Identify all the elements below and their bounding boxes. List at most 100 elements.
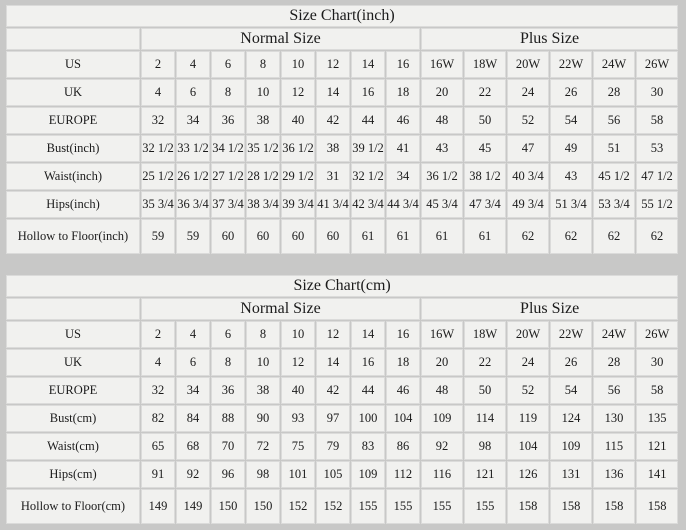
row-label: Hips(cm) bbox=[6, 461, 140, 488]
size-value-cell: 92 bbox=[176, 461, 210, 488]
size-value-cell: 104 bbox=[386, 405, 420, 432]
size-value-cell: 97 bbox=[316, 405, 350, 432]
size-value-cell: 32 1/2 bbox=[351, 163, 385, 190]
size-value-cell: 126 bbox=[507, 461, 549, 488]
size-value-cell: 152 bbox=[281, 489, 315, 524]
size-value-cell: 96 bbox=[211, 461, 245, 488]
table-row: Waist(cm) 65 68 70 72 75 79 83 86 92 98 104 109 115 12… bbox=[6, 433, 679, 460]
size-value-cell: 8 bbox=[246, 51, 280, 78]
size-value-cell: 56 bbox=[593, 107, 635, 134]
size-value-cell: 109 bbox=[550, 433, 592, 460]
size-value-cell: 8 bbox=[211, 349, 245, 376]
size-value-cell: 62 bbox=[550, 219, 592, 254]
size-value-cell: 24 bbox=[507, 79, 549, 106]
size-value-cell: 47 bbox=[507, 135, 549, 162]
size-value-cell: 72 bbox=[246, 433, 280, 460]
normal-size-header: Normal Size bbox=[141, 298, 420, 320]
size-value-cell: 22 bbox=[464, 349, 506, 376]
size-value-cell: 4 bbox=[141, 79, 175, 106]
size-value-cell: 90 bbox=[246, 405, 280, 432]
size-value-cell: 92 bbox=[421, 433, 463, 460]
size-value-cell: 10 bbox=[281, 321, 315, 348]
size-value-cell: 41 3/4 bbox=[316, 191, 350, 218]
size-value-cell: 10 bbox=[246, 349, 280, 376]
size-value-cell: 8 bbox=[246, 321, 280, 348]
size-value-cell: 136 bbox=[593, 461, 635, 488]
size-value-cell: 38 1/2 bbox=[464, 163, 506, 190]
size-value-cell: 84 bbox=[176, 405, 210, 432]
size-value-cell: 58 bbox=[636, 377, 679, 404]
size-value-cell: 44 3/4 bbox=[386, 191, 420, 218]
size-value-cell: 44 bbox=[351, 377, 385, 404]
row-label: Hollow to Floor(cm) bbox=[6, 489, 140, 524]
size-value-cell: 155 bbox=[464, 489, 506, 524]
size-value-cell: 35 1/2 bbox=[246, 135, 280, 162]
size-value-cell: 109 bbox=[351, 461, 385, 488]
size-value-cell: 27 1/2 bbox=[211, 163, 245, 190]
size-value-cell: 10 bbox=[246, 79, 280, 106]
size-value-cell: 88 bbox=[211, 405, 245, 432]
size-value-cell: 45 1/2 bbox=[593, 163, 635, 190]
row-label: UK bbox=[6, 349, 140, 376]
size-value-cell: 44 bbox=[351, 107, 385, 134]
size-value-cell: 26W bbox=[636, 51, 679, 78]
size-value-cell: 149 bbox=[141, 489, 175, 524]
size-value-cell: 24 bbox=[507, 349, 549, 376]
size-value-cell: 6 bbox=[211, 321, 245, 348]
size-value-cell: 32 1/2 bbox=[141, 135, 175, 162]
size-value-cell: 141 bbox=[636, 461, 679, 488]
size-value-cell: 112 bbox=[386, 461, 420, 488]
size-value-cell: 51 3/4 bbox=[550, 191, 592, 218]
size-value-cell: 48 bbox=[421, 377, 463, 404]
size-value-cell: 26 bbox=[550, 79, 592, 106]
size-value-cell: 32 bbox=[141, 377, 175, 404]
size-value-cell: 12 bbox=[281, 79, 315, 106]
row-label: US bbox=[6, 321, 140, 348]
size-value-cell: 62 bbox=[593, 219, 635, 254]
normal-size-header: Normal Size bbox=[141, 28, 420, 50]
size-value-cell: 18 bbox=[386, 79, 420, 106]
table-row: Waist(inch) 25 1/2 26 1/2 27 1/2 28 1/2 29 1/… bbox=[6, 163, 679, 190]
size-value-cell: 29 1/2 bbox=[281, 163, 315, 190]
size-value-cell: 158 bbox=[593, 489, 635, 524]
size-value-cell: 51 bbox=[593, 135, 635, 162]
size-value-cell: 158 bbox=[636, 489, 679, 524]
table-title-row: Size Chart(inch) bbox=[6, 5, 679, 27]
size-value-cell: 109 bbox=[421, 405, 463, 432]
size-value-cell: 16 bbox=[386, 321, 420, 348]
size-value-cell: 130 bbox=[593, 405, 635, 432]
size-value-cell: 18W bbox=[464, 321, 506, 348]
size-value-cell: 52 bbox=[507, 107, 549, 134]
table-row: EUROPE 32 34 36 38 40 42 44 46 48 50 52 54 56 58 bbox=[6, 107, 679, 134]
size-value-cell: 6 bbox=[176, 79, 210, 106]
size-value-cell: 6 bbox=[211, 51, 245, 78]
row-label: Bust(inch) bbox=[6, 135, 140, 162]
size-value-cell: 60 bbox=[316, 219, 350, 254]
size-value-cell: 60 bbox=[281, 219, 315, 254]
table-row: Hips(inch) 35 3/4 36 3/4 37 3/4 38 3/4 39 3/4… bbox=[6, 191, 679, 218]
size-value-cell: 12 bbox=[281, 349, 315, 376]
size-value-cell: 60 bbox=[211, 219, 245, 254]
row-label: US bbox=[6, 51, 140, 78]
size-value-cell: 121 bbox=[464, 461, 506, 488]
size-value-cell: 86 bbox=[386, 433, 420, 460]
size-value-cell: 62 bbox=[636, 219, 679, 254]
size-value-cell: 101 bbox=[281, 461, 315, 488]
size-value-cell: 105 bbox=[316, 461, 350, 488]
size-value-cell: 36 bbox=[211, 377, 245, 404]
size-value-cell: 2 bbox=[141, 51, 175, 78]
size-value-cell: 41 bbox=[386, 135, 420, 162]
size-value-cell: 135 bbox=[636, 405, 679, 432]
size-value-cell: 93 bbox=[281, 405, 315, 432]
size-value-cell: 59 bbox=[176, 219, 210, 254]
size-value-cell: 149 bbox=[176, 489, 210, 524]
size-value-cell: 31 bbox=[316, 163, 350, 190]
size-value-cell: 54 bbox=[550, 107, 592, 134]
size-value-cell: 83 bbox=[351, 433, 385, 460]
size-value-cell: 4 bbox=[176, 321, 210, 348]
size-value-cell: 28 bbox=[593, 79, 635, 106]
size-value-cell: 14 bbox=[351, 321, 385, 348]
size-value-cell: 68 bbox=[176, 433, 210, 460]
size-value-cell: 53 bbox=[636, 135, 679, 162]
size-value-cell: 28 bbox=[593, 349, 635, 376]
